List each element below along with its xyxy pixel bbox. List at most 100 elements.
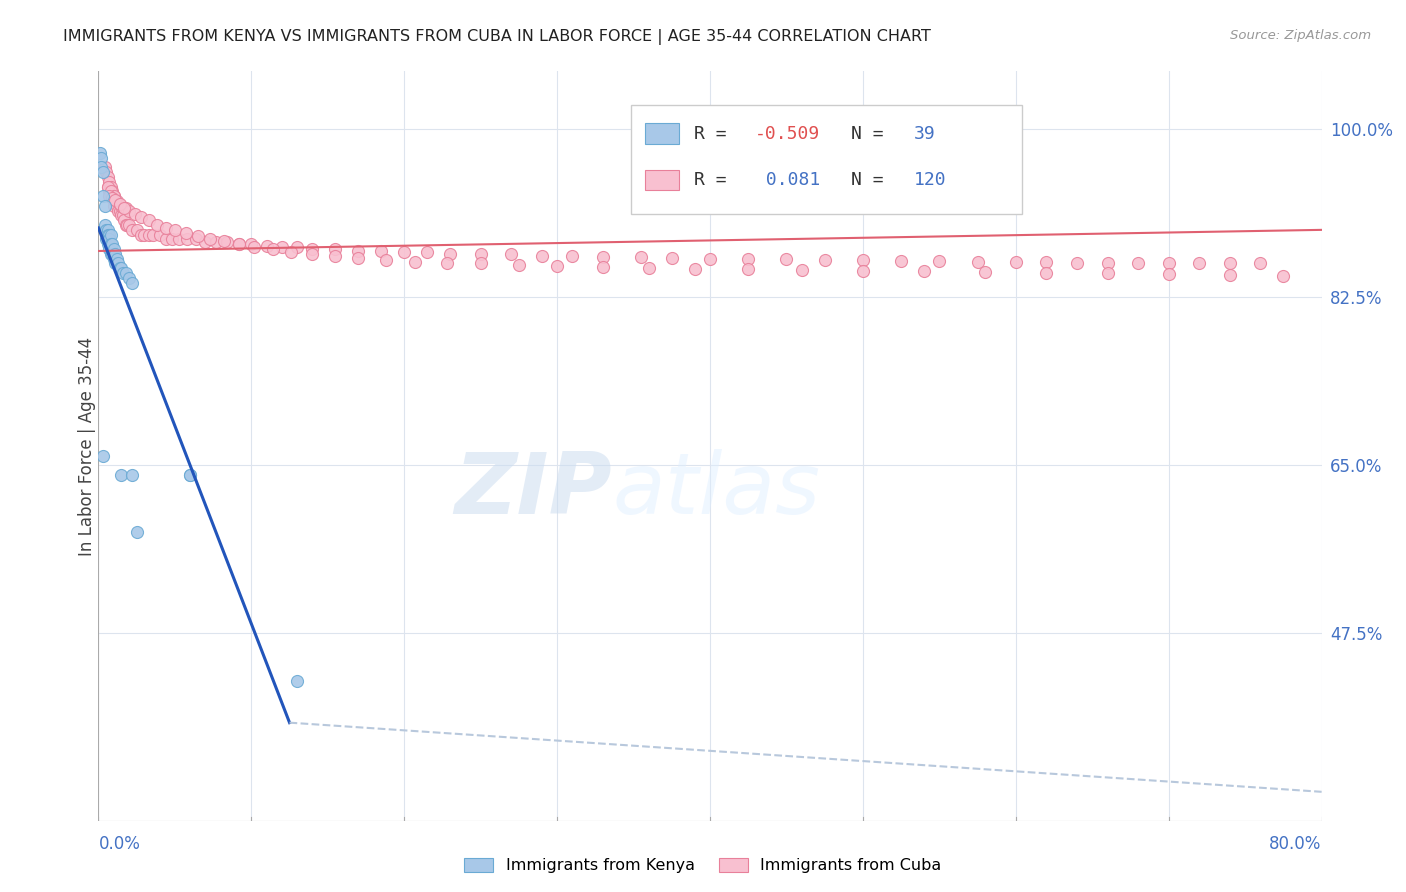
Point	[1272, 268, 1295, 283]
Point	[90, 161, 112, 175]
Text: ZIP: ZIP	[454, 450, 612, 533]
Point	[630, 250, 652, 264]
Point	[561, 249, 583, 263]
Point	[104, 193, 127, 207]
Point	[117, 218, 139, 232]
Point	[974, 265, 997, 279]
Point	[129, 227, 152, 242]
Point	[101, 185, 124, 199]
Point	[436, 255, 458, 269]
Point	[103, 252, 125, 266]
Point	[93, 218, 115, 232]
Point	[508, 259, 530, 273]
Text: 80.0%: 80.0%	[1270, 835, 1322, 853]
Text: -0.509: -0.509	[755, 125, 821, 143]
Point	[928, 253, 950, 268]
Point	[912, 264, 935, 278]
Point	[347, 244, 370, 258]
Point	[775, 252, 797, 266]
Point	[115, 218, 138, 232]
Point	[179, 467, 201, 482]
Text: R =: R =	[695, 171, 738, 189]
Text: atlas: atlas	[612, 450, 820, 533]
Point	[174, 226, 197, 240]
Point	[91, 189, 114, 203]
Point	[301, 242, 323, 256]
Point	[215, 235, 238, 250]
Point	[1219, 268, 1241, 282]
Point	[228, 237, 250, 252]
Point	[104, 256, 127, 270]
Point	[1188, 256, 1211, 270]
Text: R =: R =	[695, 125, 738, 143]
Text: N =: N =	[851, 125, 894, 143]
Point	[1249, 256, 1271, 270]
Point	[1097, 255, 1119, 269]
Point	[103, 199, 125, 213]
Point	[94, 165, 117, 179]
Point	[108, 197, 131, 211]
Point	[97, 223, 120, 237]
Point	[100, 227, 122, 242]
Point	[890, 253, 912, 268]
Point	[121, 467, 143, 482]
Point	[103, 242, 125, 256]
Point	[90, 151, 112, 165]
Point	[186, 232, 208, 246]
Point	[256, 239, 278, 253]
Point	[169, 232, 191, 246]
Point	[470, 256, 492, 270]
Point	[155, 221, 177, 235]
Text: Source: ZipAtlas.com: Source: ZipAtlas.com	[1230, 29, 1371, 42]
Point	[1157, 256, 1180, 270]
Point	[240, 237, 263, 252]
Point	[91, 449, 114, 463]
Point	[142, 227, 165, 242]
Point	[1066, 255, 1088, 269]
Point	[270, 240, 292, 254]
Text: 39: 39	[914, 125, 936, 143]
Point	[110, 467, 132, 482]
Point	[125, 223, 148, 237]
Point	[325, 242, 347, 256]
Point	[145, 218, 167, 232]
Text: 0.081: 0.081	[755, 171, 821, 189]
Point	[814, 252, 837, 267]
Point	[737, 252, 759, 266]
Point	[160, 232, 183, 246]
Point	[105, 199, 128, 213]
Point	[212, 235, 235, 249]
Point	[104, 194, 127, 208]
Point	[138, 227, 160, 242]
Point	[530, 249, 553, 263]
Point	[110, 209, 132, 223]
Point	[103, 189, 125, 203]
Point	[97, 227, 120, 242]
Point	[347, 251, 370, 265]
Point	[155, 232, 177, 246]
Point	[97, 237, 120, 252]
Point	[89, 146, 111, 161]
Point	[852, 264, 875, 278]
Point	[98, 189, 121, 203]
Point	[546, 260, 568, 274]
Point	[98, 185, 121, 199]
Point	[285, 674, 308, 689]
Point	[94, 223, 117, 237]
Point	[97, 179, 120, 194]
Point	[124, 206, 146, 220]
Point	[1035, 254, 1057, 268]
Point	[790, 263, 813, 277]
Point	[262, 242, 284, 256]
Point	[108, 203, 131, 218]
Point	[176, 232, 198, 246]
Point	[100, 185, 122, 199]
FancyBboxPatch shape	[645, 123, 679, 144]
Point	[661, 251, 683, 265]
Point	[1097, 266, 1119, 280]
Point	[93, 199, 115, 213]
Point	[179, 467, 201, 482]
Point	[112, 201, 135, 215]
Point	[501, 247, 523, 261]
Point	[100, 247, 122, 261]
